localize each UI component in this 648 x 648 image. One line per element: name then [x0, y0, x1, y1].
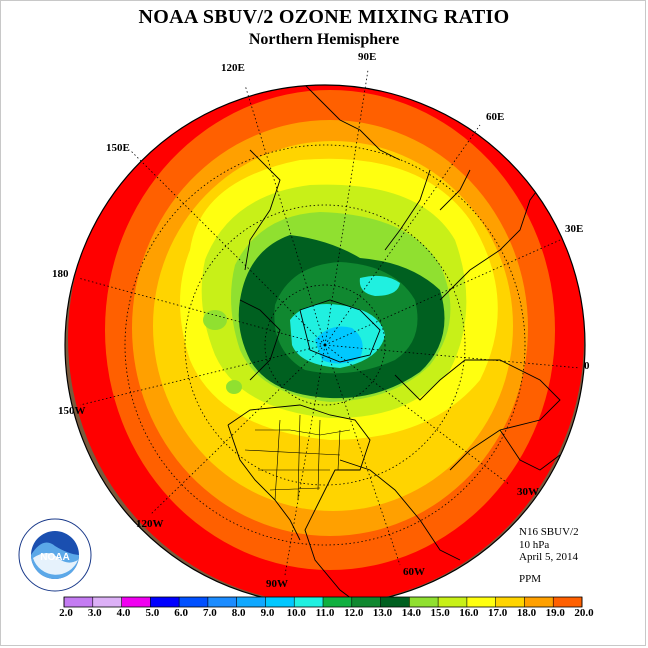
colorbar-swatch — [409, 597, 439, 607]
state-boundaries — [244, 414, 351, 501]
units-label: PPM — [519, 573, 542, 585]
colorbar-swatch — [64, 597, 94, 607]
asia-east-coast — [439, 179, 546, 301]
date-label: April 5, 2014 — [519, 551, 578, 563]
lon-label-0: 0 — [584, 360, 590, 372]
graticule — [77, 69, 581, 576]
colorbar-swatch — [150, 597, 180, 607]
ozone-fill-layers — [65, 85, 585, 605]
colorbar-swatch — [351, 597, 381, 607]
colorbar-tick-label: 14.0 — [401, 607, 421, 619]
coastlines — [227, 85, 561, 605]
figure-subtitle: Northern Hemisphere — [248, 31, 400, 48]
lon-label-30e: 30E — [565, 223, 584, 235]
lon-label-150w: 150W — [58, 405, 86, 417]
pressure-level-label: 10 hPa — [519, 538, 550, 551]
japan-coast — [439, 169, 471, 211]
meridian-60e — [324, 124, 481, 346]
lon-label-60w: 60W — [403, 566, 425, 578]
colorbar-swatch — [179, 597, 209, 607]
lon-label-150e: 150E — [106, 142, 130, 154]
colorbar-tick-label: 16.0 — [459, 607, 479, 619]
lon-label-90e: 90E — [358, 51, 377, 63]
lon-label-60e: 60E — [486, 111, 505, 123]
meridian-90w — [284, 344, 326, 576]
meridian-60w — [324, 344, 401, 566]
us-states — [244, 414, 351, 501]
lon-label-120w: 120W — [136, 518, 164, 530]
atlantic-europe-coast — [394, 359, 561, 471]
colorbar-swatch — [236, 597, 266, 607]
colorbar-tick-label: 11.0 — [315, 607, 335, 619]
ozone-cyan-patch — [359, 275, 400, 296]
colorbar-tick-label: 7.0 — [203, 607, 217, 619]
noaa-logo: NOAA — [18, 518, 92, 592]
colorbar-swatch — [207, 597, 237, 607]
colorbar-tick-label: 13.0 — [372, 607, 393, 619]
colorbar-swatch — [323, 597, 353, 607]
latitude-circle-45 — [124, 144, 526, 546]
lon-label-180: 180 — [52, 268, 69, 280]
colorbar-swatch — [438, 597, 468, 607]
meridian-30e — [324, 239, 561, 346]
colorbar-swatch — [524, 597, 554, 607]
colorbar-tick-label: 3.0 — [87, 607, 102, 619]
greenland-arctic-coast — [299, 299, 381, 363]
colorbar-tick-label: 18.0 — [516, 607, 537, 619]
colorbar-swatch — [553, 597, 583, 607]
meridian-30w — [324, 344, 511, 486]
colorbar-tick-label: 2.0 — [59, 607, 73, 619]
colorbar-swatch — [294, 597, 324, 607]
ozone-band-8-9 — [315, 326, 363, 364]
colorbar-swatch — [92, 597, 122, 607]
latitude-circle-60 — [184, 204, 466, 486]
logo-text: NOAA — [40, 552, 69, 563]
meridian-120e — [244, 84, 326, 346]
colorbar-swatch — [121, 597, 151, 607]
colorbar-swatch — [265, 597, 295, 607]
logo-bird — [33, 553, 78, 575]
colorbar-tick-label: 10.0 — [286, 607, 306, 619]
colorbar-tick-label: 20.0 — [574, 607, 594, 619]
caribbean-coast — [339, 459, 461, 561]
colorbar-tick-label: 9.0 — [260, 607, 275, 619]
product-info: N16 SBUV/2 10 hPa April 5, 2014 — [519, 526, 579, 564]
colorbar-tick-label: 4.0 — [116, 607, 131, 619]
meridian-120w — [149, 344, 326, 516]
colorbar-tick-label: 19.0 — [545, 607, 565, 619]
alaska-coast — [239, 299, 281, 381]
africa-north-coast — [499, 429, 561, 471]
colorbar-tick-label: 8.0 — [231, 607, 246, 619]
figure-title: NOAA SBUV/2 OZONE MIXING RATIO — [138, 6, 510, 28]
colorbar-swatch — [495, 597, 525, 607]
ozone-green-patch-2 — [226, 380, 242, 394]
north-america-west-coast — [227, 424, 301, 541]
bering-coast — [244, 149, 281, 271]
siberia-coast — [384, 169, 431, 251]
latitude-circle-75 — [264, 284, 386, 406]
colorbar-tick-label: 15.0 — [430, 607, 450, 619]
meridian-180 — [77, 277, 326, 346]
asia-north-coast — [299, 85, 401, 161]
colorbar-tick-label: 12.0 — [344, 607, 364, 619]
lon-label-120e: 120E — [221, 62, 245, 74]
ozone-green-patch — [203, 310, 227, 330]
lon-label-30w: 30W — [517, 486, 539, 498]
colorbar-tick-label: 17.0 — [488, 607, 508, 619]
colorbar-swatch — [466, 597, 496, 607]
meridian-0 — [324, 344, 581, 369]
colorbar-swatch — [380, 597, 410, 607]
colorbar-tick-label: 5.0 — [145, 607, 160, 619]
lon-label-90w: 90W — [266, 578, 288, 590]
instrument-label: N16 SBUV/2 — [519, 526, 579, 538]
colorbar-tick-label: 6.0 — [174, 607, 188, 619]
north-america-coast — [227, 404, 371, 605]
